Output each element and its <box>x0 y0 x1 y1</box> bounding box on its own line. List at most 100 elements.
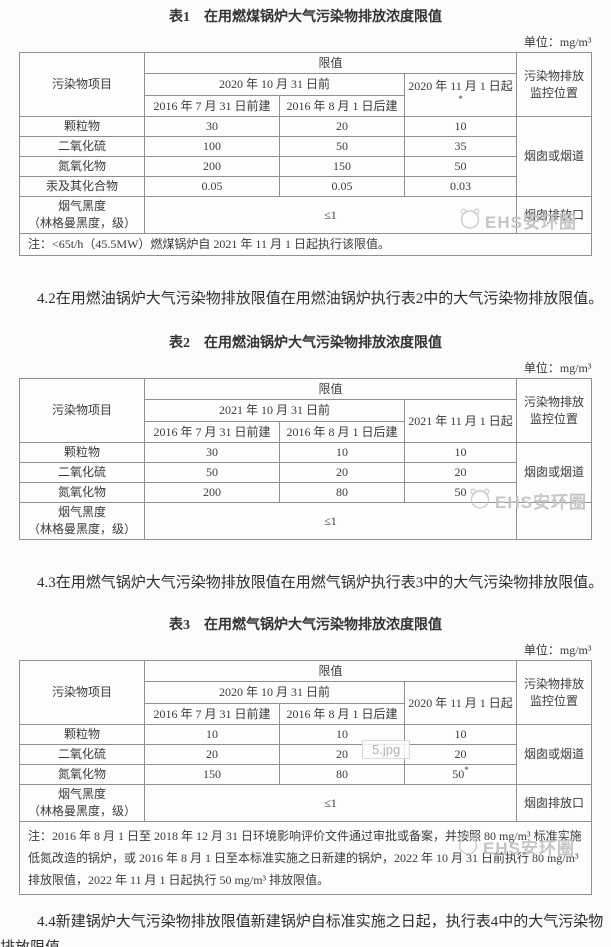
header-limit: 限值 <box>144 52 517 74</box>
smoke-darkness-line2: （林格曼黑度，级） <box>27 522 136 536</box>
limit-value-cell: 0.05 <box>144 176 280 197</box>
paragraph-4-4: 4.4新建锅炉大气污染物排放限值新建锅炉自标准实施之日起，执行表4中的大气污染物… <box>0 914 604 947</box>
limit-value-cell: 30 <box>144 442 280 463</box>
header-from-date: 2020 年 11 月 1 日起* <box>404 73 517 117</box>
table-row: 2020 年 10 月 31 日前 2020 年 11 月 1 日起* <box>20 73 592 117</box>
smoke-darkness-value-cell: ≤1 <box>144 784 517 822</box>
pollutant-name-cell: 汞及其化合物 <box>19 176 145 197</box>
watermark-logo-icon <box>458 206 485 235</box>
pollutant-name-cell: 颗粒物 <box>19 442 145 463</box>
limit-value-cell: 50* <box>404 764 517 785</box>
image-filename-ghost: 5.jpg <box>362 740 411 759</box>
limit-value-cell: 80 <box>279 482 405 503</box>
table-row: 2021 年 10 月 31 日前 2021 年 11 月 1 日起 <box>20 399 592 443</box>
watermark: EHS安环圈 <box>458 206 577 235</box>
table-row: 二氧化硫 20 20 20 <box>19 744 592 765</box>
watermark: EHS安环圈 <box>456 832 575 861</box>
smoke-darkness-name-cell: 烟气黑度 （林格曼黑度，级） <box>19 784 145 822</box>
smoke-darkness-name-cell: 烟气黑度 （林格曼黑度，级） <box>19 502 145 540</box>
table-row: 注：2016 年 8 月 1 日至 2018 年 12 月 31 日环境影响评价… <box>19 821 592 895</box>
smoke-darkness-line2: （林格曼黑度，级） <box>27 804 136 818</box>
header-from-date-text: 2020 年 11 月 1 日起 <box>408 79 513 93</box>
table-row: 二氧化硫 50 20 20 <box>19 462 592 483</box>
limit-value-cell: 20 <box>404 744 517 765</box>
limit-value-cell: 200 <box>144 482 280 503</box>
header-monitor-line1: 污染物排放 <box>523 68 584 83</box>
header-from-date: 2021 年 11 月 1 日起 <box>404 399 517 443</box>
table2-unit-label: 单位：mg/m³ <box>523 361 592 375</box>
pollutant-name-cell: 氮氧化物 <box>19 482 145 503</box>
table-row: 颗粒物 30 10 10 烟囱或烟道 <box>19 442 592 503</box>
pollutant-name-cell: 氮氧化物 <box>19 156 145 177</box>
limit-value-cell: 10 <box>404 442 517 463</box>
limit-value-cell: 50 <box>144 462 280 483</box>
footnote-marker: * <box>464 765 469 775</box>
pollutant-name-cell: 颗粒物 <box>19 116 145 137</box>
header-monitor-line2: 监控位置 <box>529 693 578 708</box>
limit-value-cell: 10 <box>144 724 280 745</box>
table3-unit-label: 单位：mg/m³ <box>523 643 592 657</box>
header-built-after: 2016 年 8 月 1 日后建 <box>279 95 405 117</box>
smoke-darkness-line1: 烟气黑度 <box>57 505 106 519</box>
header-before-group: 2020 年 10 月 31 日前 <box>144 73 405 96</box>
smoke-darkness-name-cell: 烟气黑度 （林格曼黑度，级） <box>19 196 145 234</box>
table-coal-limits: 污染物项目 限值 污染物排放 监控位置 2020 年 10 月 31 日前 20… <box>19 52 592 256</box>
limit-value-cell: 50 <box>404 156 517 177</box>
table1-unit-label: 单位：mg/m³ <box>523 35 592 49</box>
header-monitor-line2: 监控位置 <box>529 85 578 100</box>
smoke-darkness-line1: 烟气黑度 <box>57 787 106 801</box>
limit-value-cell: 0.05 <box>279 176 405 197</box>
table3-title: 表3 在用燃气锅炉大气污染物排放浓度限值 <box>169 618 442 633</box>
header-built-before: 2016 年 7 月 31 日前建 <box>144 95 280 117</box>
table1-title: 表1 在用燃煤锅炉大气污染物排放浓度限值 <box>169 10 442 25</box>
header-monitor-line2: 监控位置 <box>529 411 578 426</box>
limit-value-text: 50 <box>452 767 465 781</box>
header-monitor-line1: 污染物排放 <box>523 676 584 691</box>
watermark-logo-icon <box>468 486 495 515</box>
table-row: 污染物项目 限值 污染物排放 监控位置 <box>19 52 592 117</box>
header-from-date: 2020 年 11 月 1 日起 <box>404 681 517 725</box>
smoke-outlet-cell: 烟囱排放口 <box>516 784 592 822</box>
table-row: 颗粒物 10 10 10 烟囱或烟道 <box>19 724 592 785</box>
smoke-darkness-line2: （林格曼黑度，级） <box>27 216 136 230</box>
header-limit: 限值 <box>144 378 517 400</box>
table2-title: 表2 在用燃油锅炉大气污染物排放浓度限值 <box>169 336 442 351</box>
header-pollutant: 污染物项目 <box>19 52 145 117</box>
smoke-outlet-cell <box>516 502 592 540</box>
watermark-text: EHS安环圈 <box>495 493 587 512</box>
limit-value-cell: 150 <box>279 156 405 177</box>
limit-value-cell: 20 <box>279 116 405 137</box>
header-before-group: 2021 年 10 月 31 日前 <box>144 399 405 422</box>
header-built-before: 2016 年 7 月 31 日前建 <box>144 421 280 443</box>
limit-value-cell: 150 <box>144 764 280 785</box>
table-row: 烟气黑度 （林格曼黑度，级） ≤1 <box>19 502 592 540</box>
table-row: 汞及其化合物 0.05 0.05 0.03 <box>19 176 592 197</box>
table-oil-limits: 污染物项目 限值 污染物排放 监控位置 2021 年 10 月 31 日前 20… <box>19 378 592 540</box>
pollutant-name-cell: 氮氧化物 <box>19 764 145 785</box>
limit-value-cell: 35 <box>404 136 517 157</box>
limit-value-cell: 200 <box>144 156 280 177</box>
limit-value-cell: 20 <box>144 744 280 765</box>
watermark-logo-icon <box>456 832 483 861</box>
header-limit: 限值 <box>144 660 517 682</box>
stack-location-cell: 烟囱或烟道 <box>516 442 592 503</box>
table-row: 烟气黑度 （林格曼黑度，级） ≤1 烟囱排放口 <box>19 784 592 822</box>
limit-value-cell: 20 <box>404 462 517 483</box>
pollutant-name-cell: 颗粒物 <box>19 724 145 745</box>
paragraph-4-3: 4.3在用燃气锅炉大气污染物排放限值在用燃气锅炉执行表3中的大气污染物排放限值。 <box>37 575 604 591</box>
table-row: 氮氧化物 200 150 50 <box>19 156 592 177</box>
header-pollutant: 污染物项目 <box>19 660 145 725</box>
limit-value-cell: 10 <box>404 724 517 745</box>
table-row: 2020 年 10 月 31 日前 2020 年 11 月 1 日起 <box>20 681 592 725</box>
stack-location-cell: 烟囱或烟道 <box>516 116 592 197</box>
smoke-outlet-cell: 烟囱排放口 <box>516 196 592 234</box>
table-gas-limits: 污染物项目 限值 污染物排放 监控位置 2020 年 10 月 31 日前 20… <box>19 660 592 895</box>
watermark-text: EHS安环圈 <box>483 839 575 858</box>
limit-value-cell: 30 <box>144 116 280 137</box>
table1-note: 注：<65t/h（45.5MW）燃煤锅炉自 2021 年 11 月 1 日起执行… <box>19 233 592 256</box>
pollutant-name-cell: 二氧化硫 <box>19 744 145 765</box>
limit-value-cell: 0.03 <box>404 176 517 197</box>
header-built-after: 2016 年 8 月 1 日后建 <box>279 703 405 725</box>
watermark-text: EHS安环圈 <box>485 213 577 232</box>
